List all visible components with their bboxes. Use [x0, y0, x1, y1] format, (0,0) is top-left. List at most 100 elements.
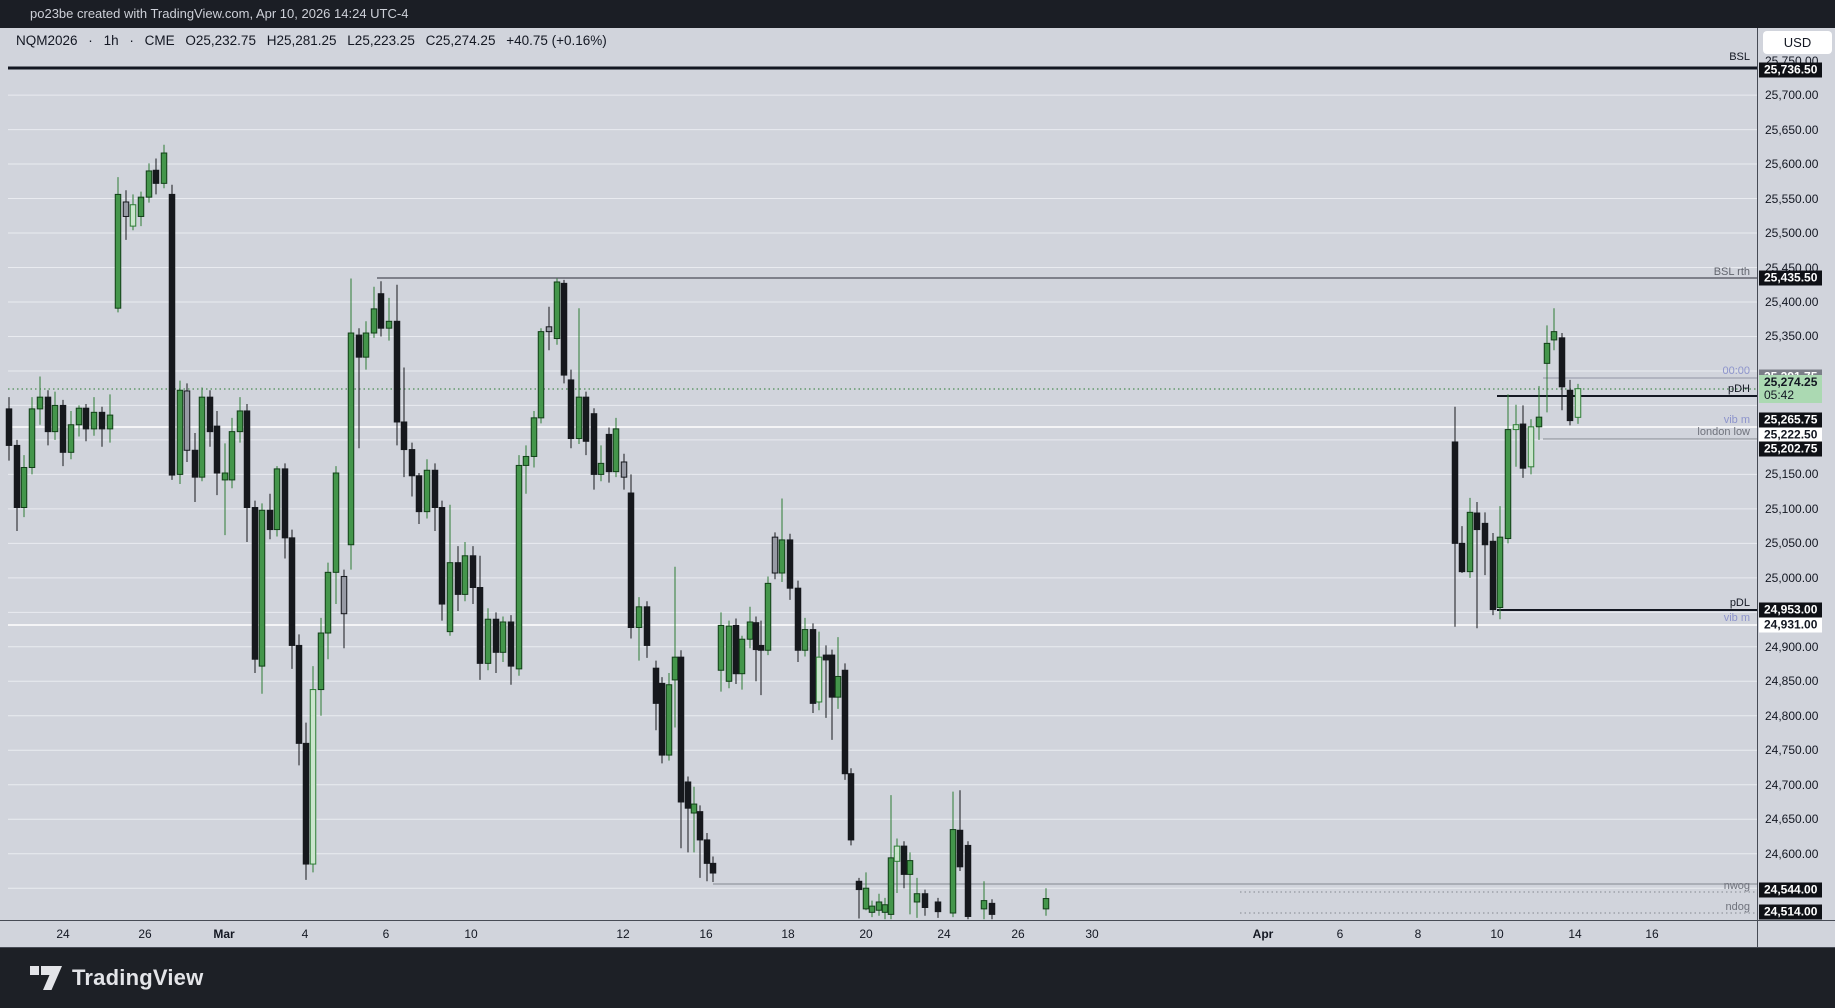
price-tick: 24,600.00: [1765, 846, 1819, 861]
candle: [815, 656, 823, 703]
time-label: 26: [138, 927, 152, 941]
candle: [302, 742, 310, 865]
candle: [643, 606, 651, 646]
close-value: C25,274.25: [425, 33, 496, 48]
candle: [461, 555, 469, 595]
tradingview-logo[interactable]: TradingView: [30, 965, 203, 991]
time-label: 16: [699, 927, 713, 941]
candle: [20, 467, 28, 508]
candle: [841, 669, 849, 775]
candle: [281, 468, 289, 539]
candle: [696, 811, 704, 841]
candle: [709, 862, 717, 874]
candle: [757, 644, 765, 651]
candle: [213, 425, 221, 474]
candle: [266, 509, 274, 531]
candle: [1527, 426, 1535, 468]
candle: [137, 196, 145, 217]
candle: [515, 464, 523, 670]
price-badge: 24,514.00: [1759, 904, 1823, 920]
candle: [949, 829, 957, 914]
price-axis[interactable]: USD 25,750.00 25,700.00 25,650.00 25,600.00…: [1757, 28, 1835, 920]
candle: [423, 469, 431, 513]
candle: [393, 320, 401, 423]
candle: [28, 408, 36, 468]
level-label-nwog: nwog: [1723, 880, 1750, 892]
candle: [921, 893, 929, 909]
level-label-london-low: london low: [1697, 426, 1750, 438]
candle: [575, 396, 583, 440]
price-tick: 25,100.00: [1765, 501, 1819, 516]
time-label: 30: [1085, 927, 1099, 941]
time-label: 18: [781, 927, 795, 941]
price-tick: 25,400.00: [1765, 294, 1819, 309]
candle: [152, 169, 160, 184]
candle: [1566, 389, 1574, 422]
price-badge: 25,736.50: [1759, 62, 1823, 78]
candle: [1574, 388, 1582, 418]
candle: [59, 404, 67, 453]
candle: [875, 901, 883, 911]
attribution-text: po23be created with TradingView.com, Apr…: [30, 6, 409, 21]
candle: [553, 281, 561, 340]
time-label: 10: [1490, 927, 1504, 941]
symbol-name[interactable]: NQM2026: [16, 33, 78, 48]
interval-label[interactable]: 1h: [103, 33, 119, 48]
candle: [288, 537, 296, 646]
candle: [964, 844, 972, 917]
candle: [1504, 429, 1512, 540]
candle: [822, 654, 830, 661]
candle: [900, 845, 908, 875]
candle: [324, 571, 332, 634]
price-tick: 25,650.00: [1765, 122, 1819, 137]
candle: [51, 404, 59, 433]
price-tick: 24,700.00: [1765, 777, 1819, 792]
tradingview-logo-text: TradingView: [72, 965, 204, 990]
candle: [492, 618, 500, 653]
footer-bar: TradingView: [0, 948, 1835, 1008]
candle: [44, 396, 52, 433]
candle: [665, 684, 673, 756]
time-label: 24: [937, 927, 951, 941]
time-axis[interactable]: 24 26 Mar 4 6 10 12 16 18 20 24 26 30 Apr 6 8 10 14 16: [0, 920, 1835, 949]
candle: [690, 803, 698, 814]
exchange-label: CME: [144, 33, 175, 48]
level-label-vib-m: vib m: [1723, 414, 1750, 426]
candle: [828, 654, 836, 698]
candle: [340, 575, 348, 615]
symbol-legend[interactable]: NQM2026 · 1h · CME O25,232.75 H25,281.25…: [16, 33, 614, 48]
candle: [771, 536, 779, 574]
candle: [703, 839, 711, 864]
candle: [1473, 512, 1481, 531]
candle: [36, 396, 44, 410]
candle: [868, 905, 876, 913]
candle: [1042, 898, 1050, 910]
candle: [881, 904, 889, 913]
candle: [801, 629, 809, 651]
price-badge: 25,265.75: [1759, 412, 1823, 428]
candle: [809, 629, 817, 704]
candle: [160, 152, 168, 184]
level-label-BSL: BSL: [1729, 51, 1750, 63]
candle: [484, 618, 492, 664]
time-label: 12: [616, 927, 630, 941]
candle: [454, 562, 462, 595]
time-label: 6: [1336, 927, 1344, 941]
candle: [786, 539, 794, 589]
candle: [273, 468, 281, 531]
price-badge: 25,222.50: [1759, 427, 1823, 443]
candle: [258, 509, 266, 667]
candle: [309, 689, 317, 865]
candle: [183, 390, 191, 451]
candle: [145, 170, 153, 198]
price-tick: 25,150.00: [1765, 467, 1819, 482]
candle: [176, 389, 184, 475]
axis-corner-divider: [1757, 921, 1758, 949]
candle: [1535, 416, 1543, 428]
tradingview-logo-icon: [30, 966, 62, 990]
candle: [612, 428, 620, 473]
candle: [168, 193, 176, 476]
currency-button[interactable]: USD: [1763, 31, 1832, 54]
time-label: 10: [464, 927, 478, 941]
